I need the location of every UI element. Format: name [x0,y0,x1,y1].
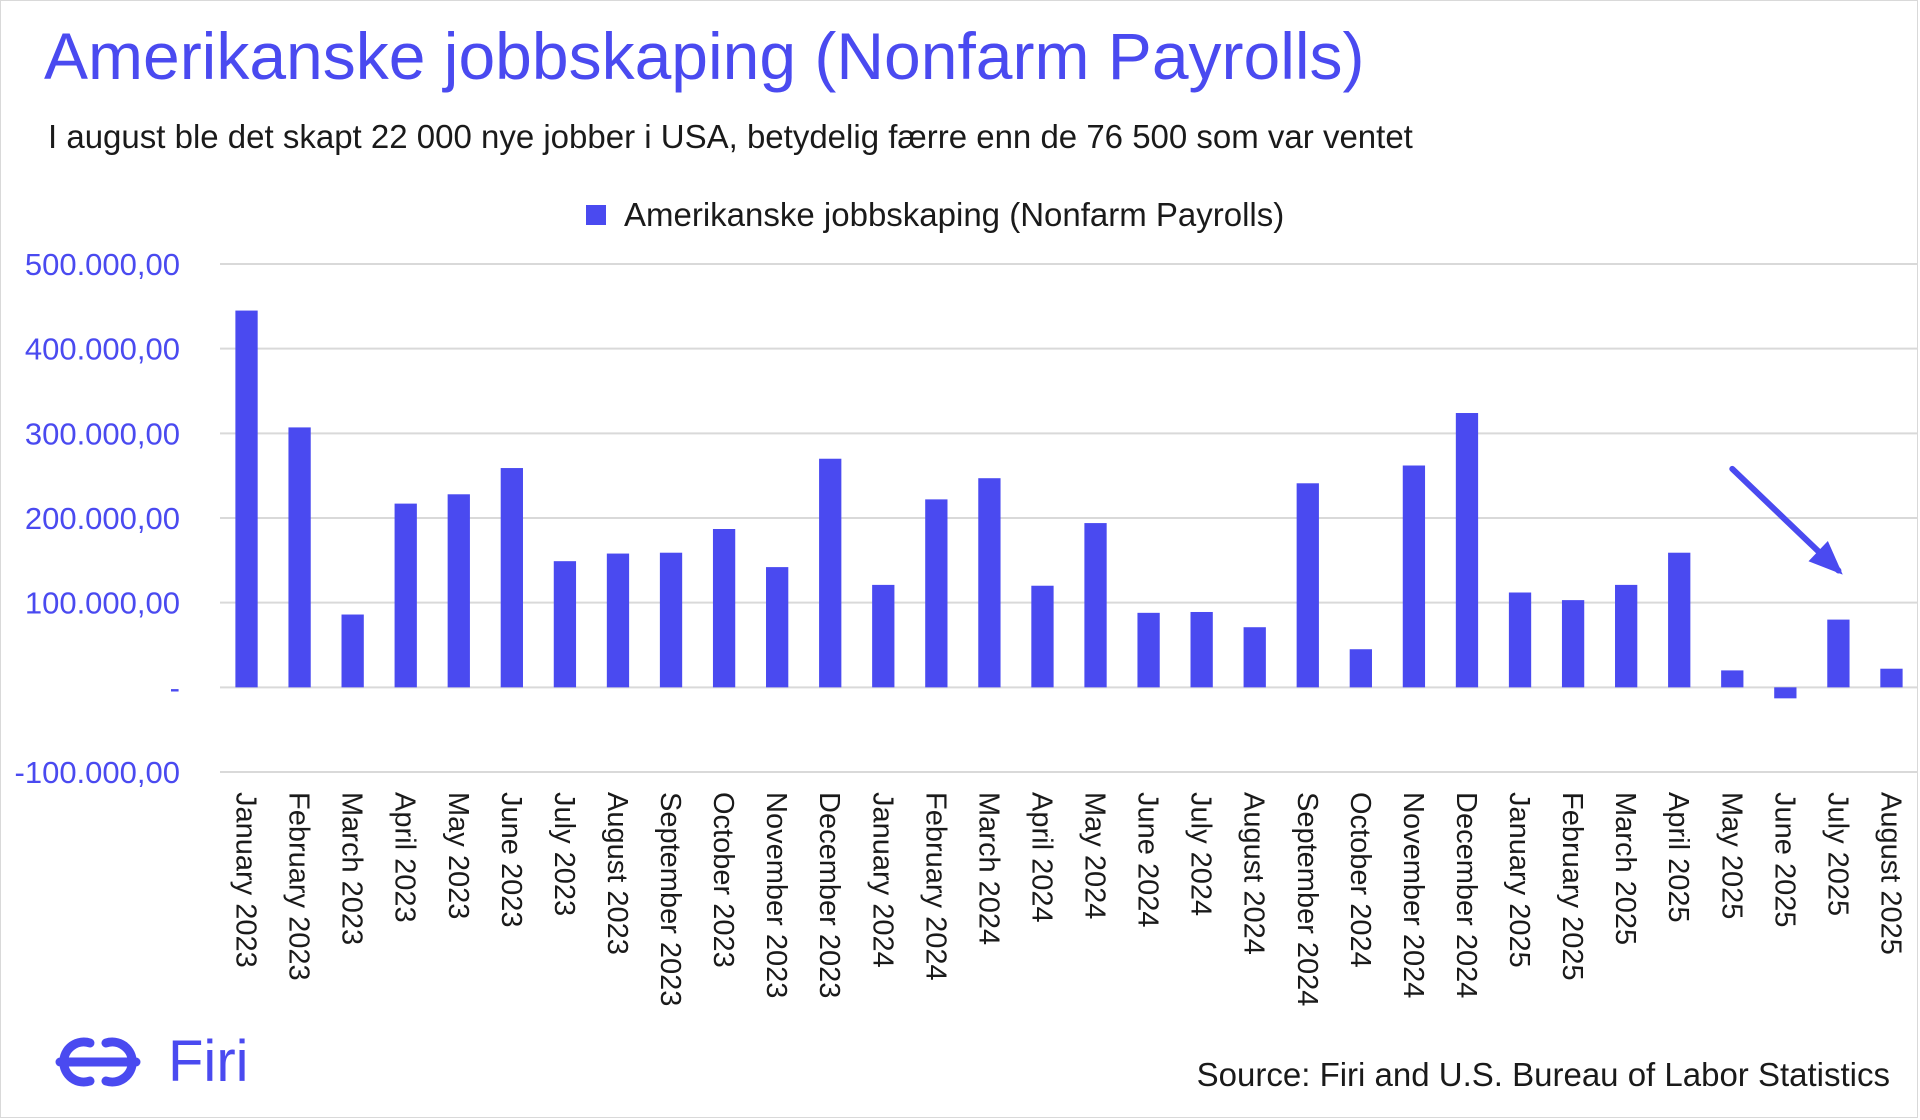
x-tick-label: June 2024 [1132,792,1164,927]
y-tick-label: - [170,670,180,705]
x-tick-label: November 2024 [1397,792,1429,998]
bar [235,310,258,688]
x-tick-label: May 2024 [1079,792,1111,919]
y-tick-label: 200.000,00 [25,501,180,536]
bar [1296,483,1319,688]
x-tick-label: May 2025 [1715,792,1747,919]
bar [712,529,736,688]
bar [925,499,948,688]
legend: Amerikanske jobbskaping (Nonfarm Payroll… [586,196,1284,234]
bar [1084,523,1107,688]
bar [1031,585,1054,688]
bar [766,567,789,688]
bar [341,614,364,688]
x-tick-label: April 2023 [389,792,421,923]
chart-title: Amerikanske jobbskaping (Nonfarm Payroll… [44,19,1365,93]
x-tick-label: February 2025 [1556,792,1588,981]
x-tick-label: April 2025 [1662,792,1694,923]
y-tick-label: 300.000,00 [25,416,180,451]
x-tick-label: August 2025 [1874,792,1906,955]
x-tick-label: December 2024 [1450,792,1482,998]
chart-subtitle: I august ble det skapt 22 000 nye jobber… [48,118,1413,155]
bar [1402,465,1426,688]
bar [447,494,470,688]
source-note: Source: Firi and U.S. Bureau of Labor St… [1196,1056,1890,1093]
bar [1137,612,1160,688]
x-tick-label: August 2024 [1238,792,1270,955]
bar [1880,668,1903,688]
x-tick-label: June 2023 [495,792,527,927]
bar [394,503,417,688]
y-tick-label: 400.000,00 [25,332,180,367]
firi-logo-icon [55,1037,141,1086]
y-tick-label: 500.000,00 [25,247,180,282]
x-tick-label: July 2024 [1185,792,1217,916]
annotation-arrow-head [1808,541,1843,575]
x-tick-label: October 2023 [707,792,739,968]
bar [288,427,311,688]
bar [1455,413,1479,688]
x-tick-label: March 2023 [336,792,368,945]
x-tick-label: December 2023 [813,792,845,998]
x-tick-label: March 2024 [972,792,1004,945]
x-tick-label: September 2024 [1291,792,1323,1006]
x-tick-label: January 2023 [230,792,262,968]
x-tick-label: September 2023 [654,792,686,1006]
x-tick-label: February 2024 [919,792,951,981]
bar [872,584,895,688]
bar [1190,611,1213,688]
firi-logo: Firi [38,1028,249,1095]
bar [659,552,683,688]
bar [819,458,842,688]
legend-swatch [586,205,606,225]
x-tick-label: June 2025 [1768,792,1800,927]
x-tick-label: February 2023 [283,792,315,981]
x-tick-label: November 2023 [760,792,792,998]
logo-text: Firi [168,1029,249,1094]
x-tick-label: May 2023 [442,792,474,919]
x-tick-label: March 2025 [1609,792,1641,945]
bar [1508,592,1532,688]
x-tick-label: July 2025 [1821,792,1853,916]
bar [606,553,630,688]
x-tick-label: April 2024 [1025,792,1057,923]
y-tick-label: 100.000,00 [25,586,180,621]
bar [553,561,577,688]
bar [978,478,1001,688]
bar [1615,584,1638,688]
bar [500,468,523,688]
x-tick-label: October 2024 [1344,792,1376,968]
x-tick-label: January 2024 [866,792,898,968]
bar [1668,552,1691,688]
legend-label: Amerikanske jobbskaping (Nonfarm Payroll… [624,196,1285,233]
x-tick-label: July 2023 [548,792,580,916]
bar [1774,687,1797,699]
x-tick-label: January 2025 [1503,792,1535,968]
bar [1721,670,1744,688]
y-tick-label: -100.000,00 [15,755,180,790]
x-tick-label: August 2023 [601,792,633,955]
bar [1349,649,1372,688]
bar [1243,627,1266,688]
bar [1561,600,1585,688]
bar [1827,619,1850,688]
